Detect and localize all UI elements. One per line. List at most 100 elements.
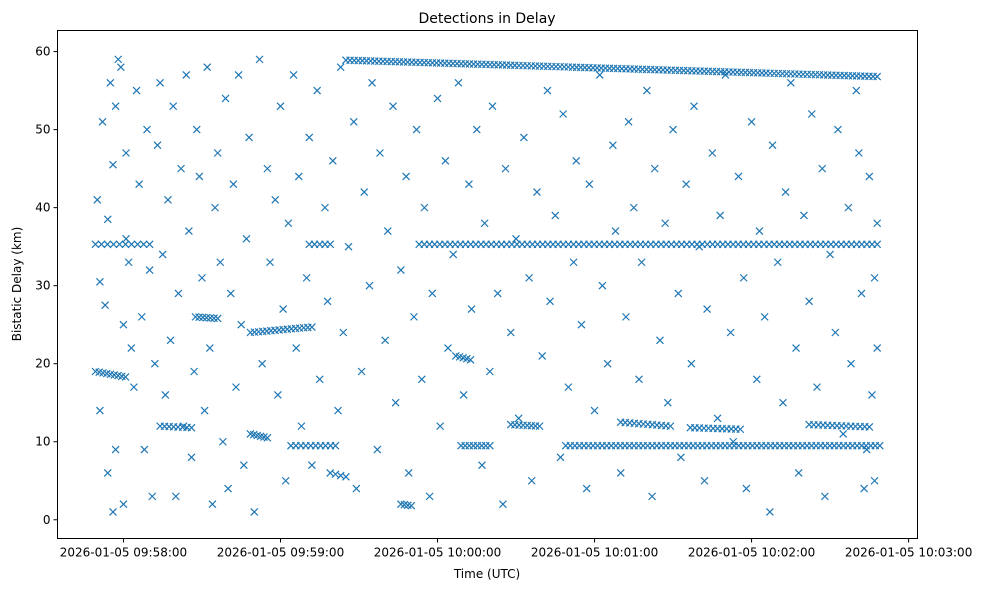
detection-point (95, 406, 104, 415)
detection-point (396, 266, 405, 274)
detection-point (488, 102, 497, 111)
detection-point (786, 78, 795, 87)
track-point (326, 240, 335, 249)
detection-point (273, 390, 282, 399)
chart-title: Detections in Delay (418, 11, 555, 27)
detection-point (844, 203, 853, 212)
detection-point (464, 180, 473, 189)
detection-point (865, 172, 874, 181)
detection-point (218, 437, 227, 446)
detection-point (847, 359, 855, 368)
track-point (331, 441, 340, 450)
detection-point (98, 117, 107, 126)
track-point (407, 501, 416, 510)
detection-point (226, 289, 235, 298)
track-point (666, 422, 675, 431)
track-point (91, 240, 100, 249)
y-axis-label: Bistatic Delay (km) (10, 227, 24, 342)
track-point (121, 373, 130, 381)
detection-point (297, 422, 306, 431)
y-axis: 0 10 20 30 40 50 60 (35, 45, 58, 527)
detection-point (616, 469, 625, 477)
detection-point (818, 164, 827, 173)
detection-point (263, 164, 272, 173)
detection-point (116, 63, 125, 72)
detection-point (493, 289, 502, 298)
detection-point (506, 328, 515, 337)
detection-point (862, 445, 871, 454)
detection-point (203, 63, 212, 72)
detection-point (190, 367, 199, 376)
detection-point (485, 367, 494, 376)
detection-point (556, 453, 565, 462)
x-tick-label: 2026-01-05 10:03:00 (845, 546, 972, 560)
y-tick-label: 10 (35, 435, 50, 449)
detection-point (198, 273, 206, 282)
track-point (109, 240, 118, 249)
detection-point (676, 453, 685, 462)
detection-point (444, 344, 452, 353)
detection-point (321, 203, 329, 212)
detection-point (276, 102, 285, 111)
detection-point (449, 250, 458, 259)
track-point (865, 422, 874, 431)
detection-point (192, 125, 201, 134)
detection-point (213, 149, 222, 157)
detection-point (577, 320, 586, 329)
detection-point (663, 398, 672, 407)
detection-point (454, 78, 463, 87)
detection-point (834, 125, 842, 134)
detection-point (221, 94, 230, 103)
detection-point (103, 469, 112, 477)
detection-point (122, 149, 130, 157)
detection-point (109, 160, 117, 169)
x-tick-label: 2026-01-05 10:01:00 (531, 546, 658, 560)
detection-point (169, 102, 178, 111)
detection-point (391, 398, 400, 407)
detection-point (111, 445, 120, 454)
detection-point (755, 227, 764, 235)
track-point (198, 313, 207, 322)
detection-point (158, 250, 167, 259)
detection-point (402, 172, 411, 181)
detection-point (410, 312, 418, 321)
data-points (91, 55, 884, 516)
track-point (466, 355, 475, 364)
detection-point (383, 227, 392, 235)
detection-point (216, 258, 225, 267)
detection-point (205, 344, 214, 353)
detection-point (608, 141, 617, 150)
x-tick-label: 2026-01-05 09:58:00 (60, 546, 187, 560)
detection-point (669, 125, 677, 134)
detection-point (187, 453, 196, 462)
detection-point (760, 312, 769, 321)
detection-point (376, 149, 384, 157)
detection-point (564, 383, 573, 392)
y-tick-label: 20 (35, 357, 50, 371)
detection-point (122, 234, 130, 243)
track-point (263, 433, 272, 442)
detection-point (742, 484, 751, 493)
detection-point (425, 492, 434, 501)
detection-point (166, 336, 175, 345)
detection-point (305, 133, 314, 142)
detection-point (773, 258, 782, 267)
detection-point (708, 149, 717, 157)
track-point (336, 471, 345, 480)
detection-point (339, 328, 348, 337)
track-point (103, 240, 112, 249)
track-point (873, 72, 882, 81)
track-point (133, 240, 142, 249)
detection-point (595, 71, 604, 79)
detection-point (501, 164, 510, 173)
detection-point (611, 227, 620, 235)
detection-point (648, 492, 657, 501)
detection-point (292, 344, 301, 353)
detection-point (650, 164, 659, 173)
detection-point (820, 492, 829, 501)
detection-point (459, 390, 468, 399)
detection-point (747, 117, 756, 126)
detection-point (101, 301, 110, 310)
track-point (97, 240, 106, 249)
detection-point (352, 484, 361, 493)
